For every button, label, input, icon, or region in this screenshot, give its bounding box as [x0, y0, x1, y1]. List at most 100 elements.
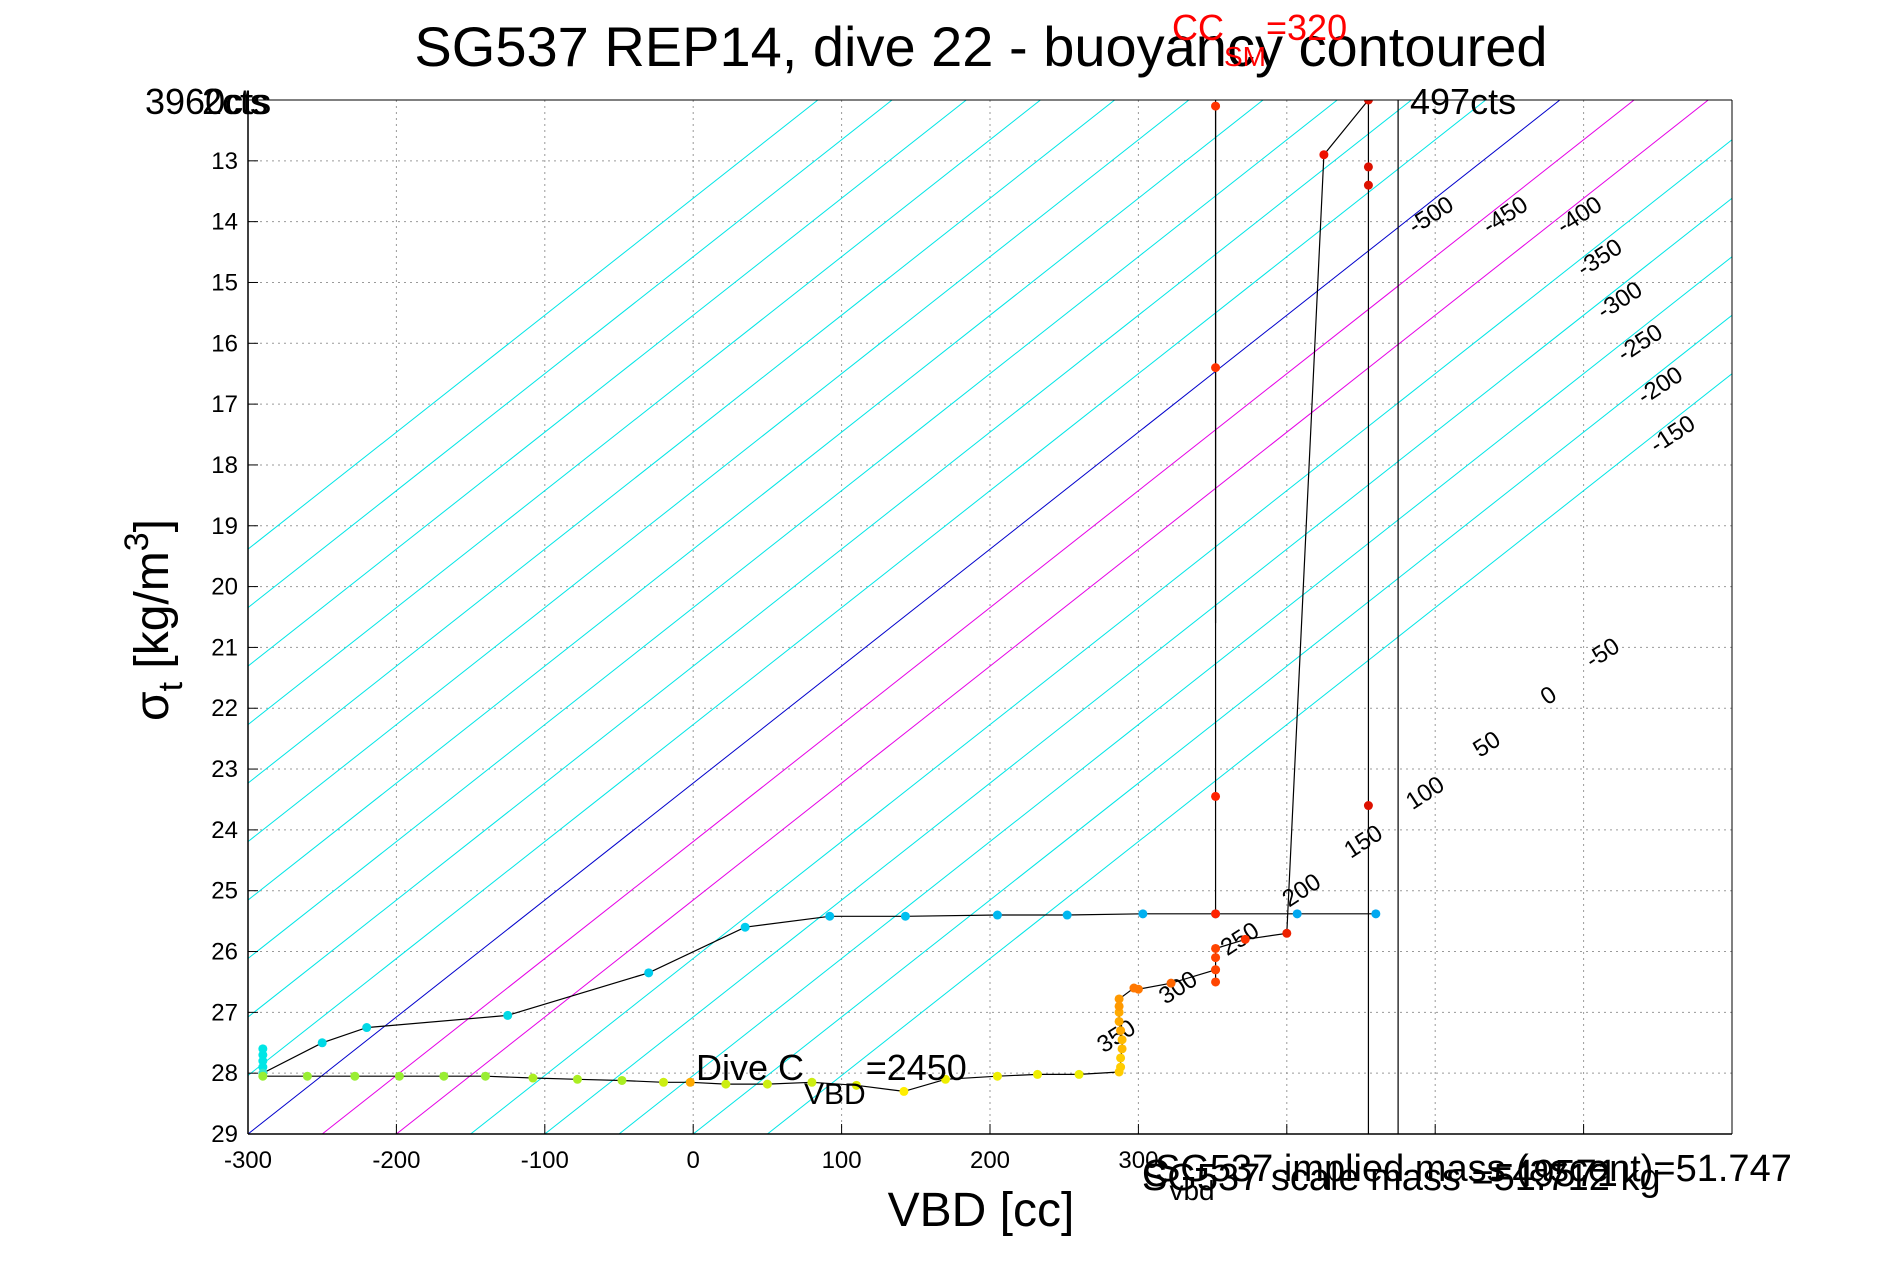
y-axis-label-units: [kg/m	[126, 551, 179, 682]
climb-point	[1282, 928, 1292, 938]
climb-point	[1114, 994, 1124, 1004]
climb-point	[528, 1073, 538, 1083]
climb-point	[258, 1071, 268, 1081]
contour-line	[248, 100, 1115, 784]
x-tick-label: -100	[521, 1147, 569, 1174]
left-cts-suffix: 2cts	[202, 81, 268, 122]
cc-value: =320	[1266, 7, 1347, 48]
x-tick-label: -300	[224, 1147, 272, 1174]
y-tick-label: 15	[211, 269, 238, 296]
scale-mass-label: SG537 scale mass =51.712 kg	[1142, 1157, 1661, 1199]
y-axis-label-superscript: 3	[118, 532, 156, 551]
climb-point	[1166, 978, 1176, 988]
y-tick-label: 22	[211, 695, 238, 722]
surface-point	[1363, 162, 1373, 172]
climb-point	[1074, 1069, 1084, 1079]
contour-line	[692, 314, 1732, 1134]
chart-title: SG537 REP14, dive 22 - buoyancy contoure…	[414, 15, 1547, 78]
dive-point	[1138, 909, 1148, 919]
y-tick-label: 25	[211, 878, 238, 905]
climb-point	[992, 1071, 1002, 1081]
cc-label: CC	[1172, 7, 1224, 48]
y-axis-label-subscript: t	[152, 681, 190, 691]
contour-line	[248, 100, 819, 550]
implied-mass-label: SG537 implied mass (ascent)=51.747	[1155, 1148, 1792, 1190]
y-tick-label: 16	[211, 330, 238, 357]
climb-point	[851, 1080, 861, 1090]
y-tick-label: 29	[211, 1121, 238, 1148]
cc-subscript: SM	[1224, 41, 1266, 72]
climb-point	[1117, 1044, 1127, 1054]
x-tick-label: 200	[970, 1147, 1010, 1174]
bottom-c-label: Cvbd	[1142, 1153, 1215, 1206]
y-tick-label: 23	[211, 756, 238, 783]
x-tick-label: 100	[822, 1147, 862, 1174]
climb-point	[1211, 977, 1221, 987]
dive-point	[644, 968, 654, 978]
x-tick-label: 300	[1118, 1147, 1158, 1174]
climb-point	[1211, 953, 1221, 963]
contour-line	[321, 100, 1635, 1134]
y-tick-label: 19	[211, 513, 238, 540]
y-tick-label: 18	[211, 452, 238, 479]
climb-point	[685, 1077, 695, 1087]
contour-line	[248, 100, 1041, 726]
dive-point	[825, 911, 835, 921]
y-tick-label: 17	[211, 391, 238, 418]
contour-line	[618, 256, 1732, 1134]
dive-point	[1062, 910, 1072, 920]
y-axis-label-symbol: σ	[126, 691, 179, 721]
x-axis-ticks: -300 -200 -100 0 100 200 300	[224, 1124, 1733, 1174]
climb-point	[1133, 984, 1143, 994]
climb-point	[899, 1086, 909, 1096]
climb-point	[439, 1071, 449, 1081]
climb-point	[1363, 100, 1373, 105]
y-tick-label: 21	[211, 634, 238, 661]
climb-point	[572, 1074, 582, 1084]
climb-point	[1116, 1053, 1126, 1063]
climb-point	[1211, 943, 1221, 953]
contour-line	[767, 373, 1732, 1134]
climb-point	[1117, 1035, 1127, 1045]
climb-point	[617, 1075, 627, 1085]
climb-point	[1032, 1069, 1042, 1079]
climb-point	[659, 1077, 669, 1087]
y-tick-label: 20	[211, 574, 238, 601]
contour-line	[248, 100, 967, 667]
x-tick-label: 0	[687, 1147, 700, 1174]
climb-point	[940, 1074, 950, 1084]
vbd-value-label: =49571	[1490, 1153, 1618, 1195]
y-axis-label: σt [kg/m3]	[118, 519, 190, 721]
climb-point	[1211, 965, 1221, 975]
climb-point	[762, 1079, 772, 1089]
contour-line	[544, 197, 1732, 1134]
svg-text:σt [kg/m3]: σt [kg/m3]	[118, 519, 190, 721]
contour-line	[248, 100, 1338, 960]
dive-point	[317, 1038, 327, 1048]
contour-line	[248, 100, 1190, 843]
x-tick-label: -200	[372, 1147, 420, 1174]
y-tick-label: 14	[211, 209, 238, 236]
right-cts-label: 497cts	[1410, 81, 1516, 122]
y-axis-ticks: 13 14 15 16 17 18 19 20 21 22 23 24 25 26 27 28 29	[211, 148, 258, 1148]
y-tick-label: 28	[211, 1060, 238, 1087]
surface-point	[1211, 909, 1221, 919]
dive-point	[740, 922, 750, 932]
climb-point	[480, 1071, 490, 1081]
dive-c-subscript: VBD	[804, 1078, 866, 1111]
left-cts-label: 3960cts	[145, 81, 271, 122]
dive-c-annotation: Dive CVBD=2450	[696, 1047, 967, 1111]
surface-point	[1211, 363, 1221, 373]
y-tick-label: 27	[211, 999, 238, 1026]
contour-line	[248, 100, 1264, 901]
surface-point	[1211, 101, 1221, 111]
contour-line	[248, 100, 893, 609]
y-axis-label-close: ]	[126, 519, 179, 532]
bottom-c-subscript: vbd	[1169, 1175, 1214, 1206]
surface-point	[1363, 180, 1373, 190]
climb-point	[1240, 934, 1250, 944]
contour-line	[470, 139, 1732, 1134]
dive-point	[1292, 909, 1302, 919]
climb-point	[350, 1071, 360, 1081]
